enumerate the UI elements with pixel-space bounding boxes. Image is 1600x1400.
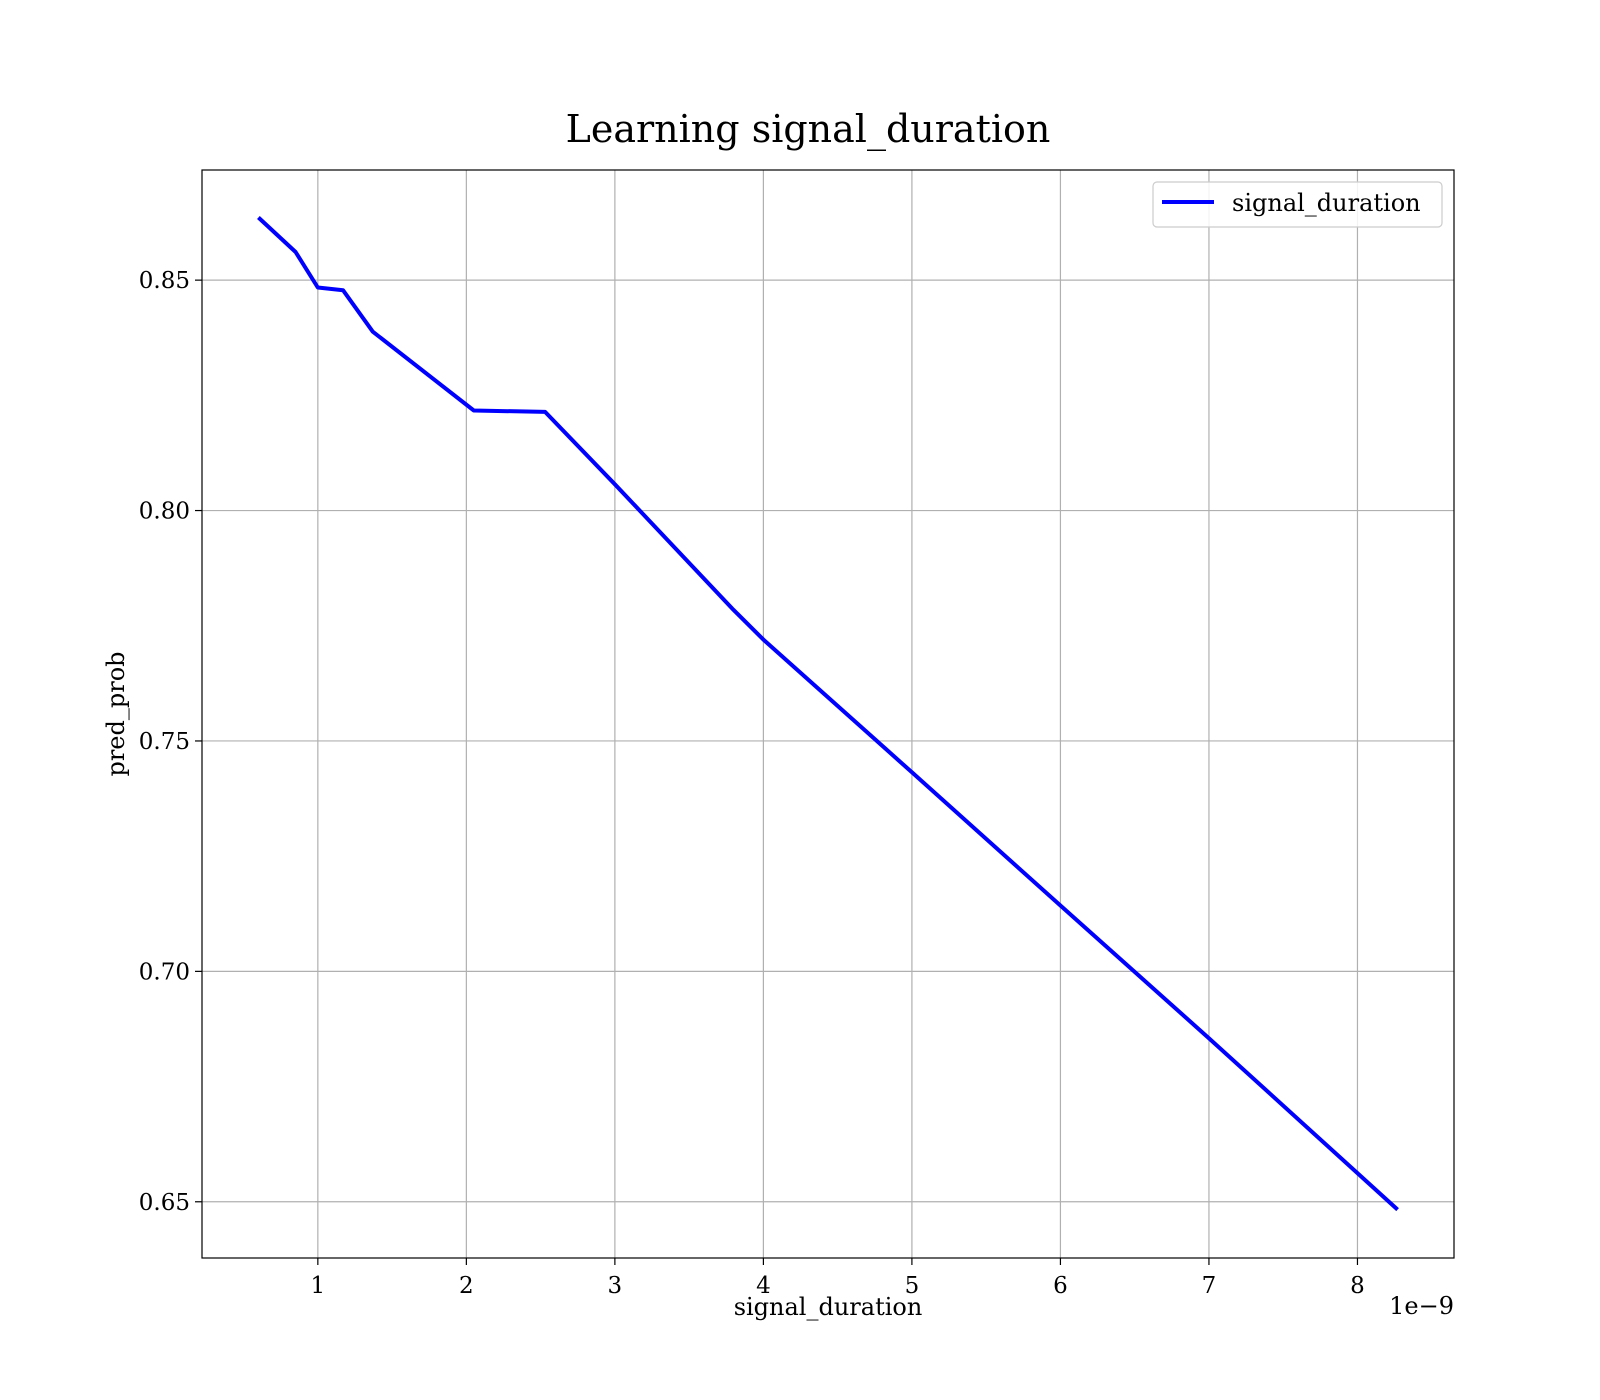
y-tick-label: 0.85 [139, 268, 190, 294]
x-axis-offset-label: 1e−9 [1389, 1292, 1454, 1320]
legend: signal_duration [1152, 181, 1443, 228]
x-tick-label: 3 [608, 1273, 623, 1299]
y-axis-ticks: 0.65 0.70 0.75 0.80 0.85 [139, 268, 202, 1216]
x-tick-label: 7 [1202, 1273, 1217, 1299]
chart-title: Learning signal_duration [566, 107, 1051, 152]
x-tick-label: 8 [1350, 1273, 1365, 1299]
x-tick-label: 4 [756, 1273, 771, 1299]
x-tick-label: 2 [459, 1273, 474, 1299]
x-tick-label: 6 [1053, 1273, 1068, 1299]
y-tick-label: 0.70 [139, 959, 190, 985]
series-layer [257, 216, 1399, 1212]
y-tick-label: 0.75 [139, 729, 190, 755]
series-line-signal_duration [257, 216, 1399, 1212]
legend-entry-label: signal_duration [1232, 189, 1421, 217]
x-tick-label: 5 [905, 1273, 920, 1299]
x-axis-label: signal_duration [734, 1293, 923, 1321]
grid [202, 170, 1454, 1258]
x-axis-ticks: 1 2 3 4 5 6 7 8 [311, 1258, 1365, 1299]
y-axis-label: pred_prob [102, 651, 130, 776]
y-tick-label: 0.65 [139, 1190, 190, 1216]
plot-area-frame [201, 169, 1455, 1259]
x-tick-label: 1 [311, 1273, 326, 1299]
legend-box [1152, 181, 1443, 228]
y-tick-label: 0.80 [139, 499, 190, 525]
